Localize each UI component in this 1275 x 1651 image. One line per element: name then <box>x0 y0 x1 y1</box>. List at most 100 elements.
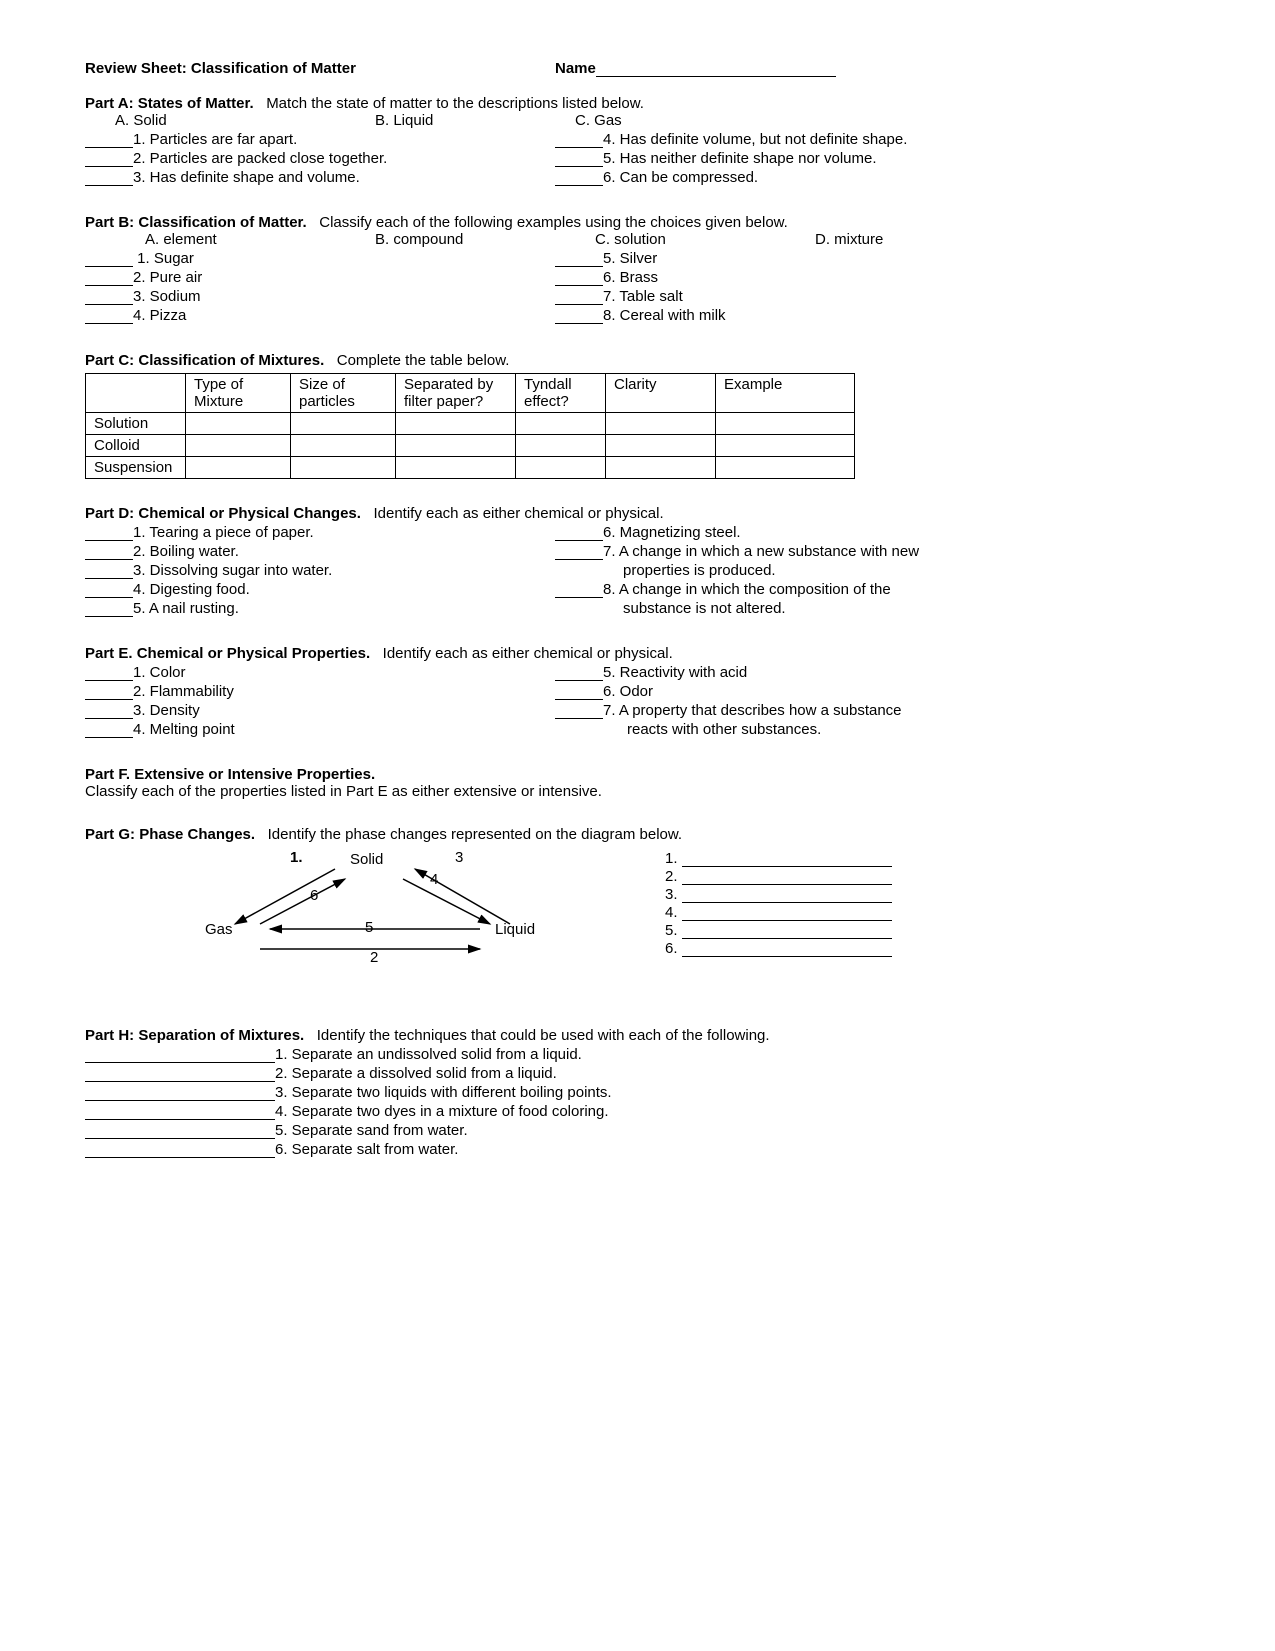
row-solution: Solution <box>86 413 186 435</box>
name-blank[interactable] <box>596 76 836 77</box>
blank[interactable] <box>555 285 603 286</box>
blank[interactable] <box>555 266 603 267</box>
blank[interactable] <box>85 1138 275 1139</box>
row-suspension: Suspension <box>86 457 186 479</box>
ans-2: 2. <box>665 868 892 885</box>
part-a-title: States of Matter. <box>138 95 254 112</box>
part-c-instr: Complete the table below. <box>337 352 510 369</box>
q-h6: 6. Separate salt from water. <box>85 1141 1190 1158</box>
q-e3: 3. Density <box>85 702 555 719</box>
label-solid: Solid <box>350 851 383 868</box>
part-f-title: Extensive or Intensive Properties. <box>134 766 375 783</box>
blank[interactable] <box>85 266 133 267</box>
blank[interactable] <box>85 166 133 167</box>
ans-5: 5. <box>665 922 892 939</box>
blank[interactable] <box>555 559 603 560</box>
part-d-instr: Identify each as either chemical or phys… <box>373 505 663 522</box>
phase-section: Solid Gas Liquid 1. 2 3 4 5 6 1. 2. 3. 4… <box>85 849 1190 989</box>
blank[interactable] <box>555 540 603 541</box>
part-a-options: A. Solid B. Liquid C. Gas <box>115 112 1190 129</box>
ans-4: 4. <box>665 904 892 921</box>
phase-answers: 1. 2. 3. 4. 5. 6. <box>665 849 892 989</box>
part-g-label: Part G: <box>85 826 135 843</box>
q-h4: 4. Separate two dyes in a mixture of foo… <box>85 1103 1190 1120</box>
blank[interactable] <box>85 718 133 719</box>
blank[interactable] <box>682 938 892 939</box>
blank[interactable] <box>555 185 603 186</box>
q-b8: 8. Cereal with milk <box>555 307 1190 324</box>
blank[interactable] <box>85 737 133 738</box>
blank[interactable] <box>85 540 133 541</box>
blank[interactable] <box>85 1119 275 1120</box>
blank[interactable] <box>555 166 603 167</box>
blank[interactable] <box>85 597 133 598</box>
num-3: 3 <box>455 849 463 866</box>
blank[interactable] <box>85 559 133 560</box>
blank[interactable] <box>682 920 892 921</box>
blank[interactable] <box>85 699 133 700</box>
part-a-questions: 1. Particles are far apart. 2. Particles… <box>85 129 1190 188</box>
q-e2: 2. Flammability <box>85 683 555 700</box>
part-c-heading: Part C: Classification of Mixtures. Comp… <box>85 352 1190 369</box>
part-f-label: Part F. <box>85 766 130 783</box>
q-d3: 3. Dissolving sugar into water. <box>85 562 555 579</box>
blank[interactable] <box>85 616 133 617</box>
part-h-instr: Identify the techniques that could be us… <box>317 1027 770 1044</box>
part-e-label: Part E. <box>85 645 133 662</box>
blank[interactable] <box>555 304 603 305</box>
blank[interactable] <box>85 285 133 286</box>
option-c-gas: C. Gas <box>575 112 622 129</box>
q-b1: 1. Sugar <box>85 250 555 267</box>
blank[interactable] <box>85 1157 275 1158</box>
part-f-heading: Part F. Extensive or Intensive Propertie… <box>85 766 1190 783</box>
blank[interactable] <box>555 597 603 598</box>
num-2: 2 <box>370 949 378 966</box>
q-d8: 8. A change in which the composition of … <box>555 581 1190 598</box>
q-h3: 3. Separate two liquids with different b… <box>85 1084 1190 1101</box>
num-1: 1. <box>290 849 303 866</box>
q-d7: 7. A change in which a new substance wit… <box>555 543 1190 560</box>
q-e7b: reacts with other substances. <box>627 721 1190 738</box>
q-b2: 2. Pure air <box>85 269 555 286</box>
table-row: Colloid <box>86 435 855 457</box>
blank[interactable] <box>85 185 133 186</box>
blank[interactable] <box>85 1100 275 1101</box>
blank[interactable] <box>555 680 603 681</box>
blank[interactable] <box>682 902 892 903</box>
part-b-instr: Classify each of the following examples … <box>319 214 788 231</box>
q-h5: 5. Separate sand from water. <box>85 1122 1190 1139</box>
blank[interactable] <box>85 323 133 324</box>
blank[interactable] <box>555 699 603 700</box>
q-a3: 3. Has definite shape and volume. <box>85 169 555 186</box>
part-d-label: Part D: <box>85 505 134 522</box>
part-a-heading: Part A: States of Matter. Match the stat… <box>85 95 1190 112</box>
blank[interactable] <box>85 680 133 681</box>
option-element: A. element <box>145 231 305 248</box>
part-b-label: Part B: <box>85 214 134 231</box>
part-e-questions: 1. Color 2. Flammability 3. Density 4. M… <box>85 662 1190 740</box>
blank[interactable] <box>85 304 133 305</box>
blank[interactable] <box>85 1081 275 1082</box>
name-label: Name <box>555 60 596 77</box>
part-b-options: A. element B. compound C. solution D. mi… <box>145 231 1190 248</box>
blank[interactable] <box>555 323 603 324</box>
label-gas: Gas <box>205 921 233 938</box>
part-c-title: Classification of Mixtures. <box>138 352 324 369</box>
option-mixture: D. mixture <box>815 231 883 248</box>
num-5: 5 <box>365 919 373 936</box>
th-size: Size of particles <box>291 374 396 413</box>
part-h-heading: Part H: Separation of Mixtures. Identify… <box>85 1027 1190 1044</box>
blank[interactable] <box>85 147 133 148</box>
q-a5: 5. Has neither definite shape nor volume… <box>555 150 1190 167</box>
q-d1: 1. Tearing a piece of paper. <box>85 524 555 541</box>
blank[interactable] <box>682 884 892 885</box>
th-example: Example <box>716 374 855 413</box>
blank[interactable] <box>85 1062 275 1063</box>
blank[interactable] <box>555 718 603 719</box>
blank[interactable] <box>682 956 892 957</box>
blank[interactable] <box>85 578 133 579</box>
blank[interactable] <box>682 866 892 867</box>
blank[interactable] <box>555 147 603 148</box>
part-e-heading: Part E. Chemical or Physical Properties.… <box>85 645 1190 662</box>
table-header-row: Type of Mixture Size of particles Separa… <box>86 374 855 413</box>
